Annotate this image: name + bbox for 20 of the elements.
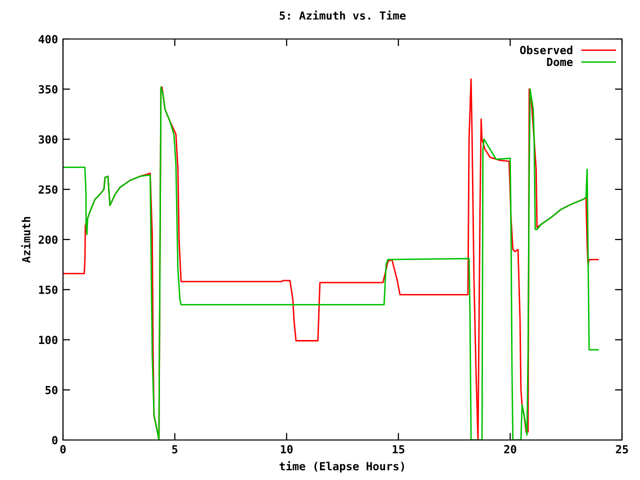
y-tick-label: 250 <box>38 185 58 194</box>
legend-label: Dome <box>547 58 573 66</box>
y-tick-label: 50 <box>46 386 58 394</box>
y-tick-label: 200 <box>38 235 58 244</box>
legend-label: Observed <box>520 46 572 54</box>
x-tick-label: 25 <box>616 445 628 454</box>
y-tick-label: 350 <box>38 85 58 94</box>
y-tick-label: 100 <box>39 336 58 344</box>
x-tick-label: 0 <box>60 445 66 454</box>
x-tick-label: 15 <box>392 445 404 454</box>
x-tick-label: 20 <box>504 445 516 454</box>
chart-title: 5: Azimuth vs. Time <box>280 10 406 20</box>
y-axis-title: Azimuth <box>21 216 30 263</box>
y-tick-label: 300 <box>38 135 58 144</box>
x-tick-label: 10 <box>280 445 293 454</box>
x-axis-title: time (Elapse Hours) <box>280 461 404 473</box>
y-tick-label: 150 <box>39 286 58 294</box>
y-tick-label: 0 <box>52 436 58 444</box>
y-tick-label: 400 <box>38 34 58 44</box>
x-tick-label: 5 <box>172 445 178 454</box>
